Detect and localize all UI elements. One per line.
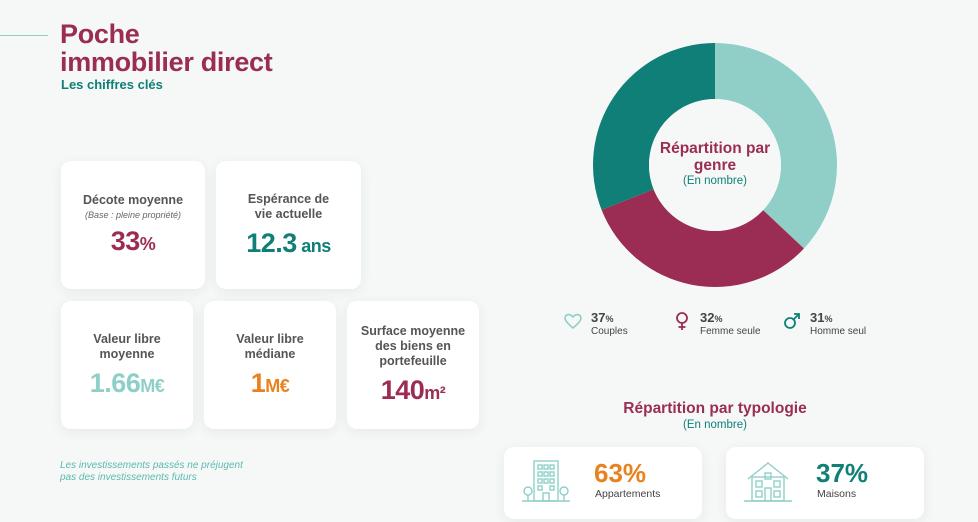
disclaimer: Les investissements passés ne préjugent …	[60, 460, 243, 483]
kpi-value: 33%	[111, 226, 156, 257]
kpi-note: (Base : pleine propriété)	[84, 210, 182, 220]
donut-slice-couples	[715, 43, 837, 249]
donut-hole	[649, 99, 781, 231]
typology-subtitle: (En nombre)	[683, 419, 747, 431]
legend-label: Couples	[591, 326, 628, 337]
legend-item-couples: 37% Couples	[563, 311, 628, 338]
kpi-label-line1: Espérance de	[247, 191, 330, 206]
legend-value: 32	[700, 310, 715, 325]
legend-pct-sign: %	[824, 314, 833, 324]
legend-pct: 31%	[810, 311, 866, 326]
kpi-number: 12.3	[246, 227, 297, 258]
typology-label: Maisons	[817, 488, 857, 500]
kpi-label-line2: des biens en	[375, 339, 451, 353]
kpi-label-line2: médiane	[244, 346, 296, 361]
typology-card-houses: 37% Maisons	[726, 447, 924, 519]
kpi-value: 1.66M€	[90, 368, 165, 399]
kpi-unit: ans	[296, 235, 331, 256]
kpi-label: Décote moyenne	[82, 193, 184, 207]
kpi-number: 33	[110, 226, 141, 256]
legend-label: Femme seule	[700, 326, 761, 337]
kpi-card-decote: Décote moyenne (Base : pleine propriété)…	[61, 161, 205, 289]
donut-slice-femme-seule	[601, 189, 804, 287]
kpi-number: 1.66	[89, 367, 141, 398]
page-title: Poche immobilier direct	[60, 19, 273, 77]
kpi-unit: m²	[424, 383, 446, 403]
legend-pct: 32%	[700, 311, 761, 326]
typology-card-apartments: 63% Appartements	[504, 447, 702, 519]
kpi-card-valeur-moyenne: Valeur libre moyenne 1.66M€	[61, 301, 193, 429]
gender-donut-chart: Répartition par genre (En nombre)	[592, 42, 838, 288]
donut-center-label: Répartition par genre (En nombre)	[652, 140, 778, 187]
legend-item-femme: 32% Femme seule	[672, 311, 761, 338]
kpi-number: 1	[250, 367, 266, 398]
kpi-card-esperance: Espérance de vie actuelle 12.3 ans	[216, 161, 361, 289]
kpi-value: 1M€	[251, 368, 290, 399]
typology-pct: 37%	[816, 458, 869, 488]
house-icon	[744, 462, 792, 502]
female-symbol-icon	[676, 312, 688, 330]
heart-icon	[564, 313, 582, 330]
kpi-card-valeur-mediane: Valeur libre médiane 1M€	[204, 301, 336, 429]
legend-label: Homme seul	[810, 326, 867, 337]
legend-item-homme: 31% Homme seul	[782, 311, 866, 338]
kpi-number: 140	[380, 375, 425, 405]
kpi-value: 12.3 ans	[246, 228, 331, 259]
legend-pct-sign: %	[605, 314, 614, 324]
legend-pct-sign: %	[714, 314, 723, 324]
donut-title: Répartition par genre	[659, 140, 771, 174]
title-line-1: Poche	[60, 19, 140, 49]
kpi-label-line1: Valeur libre	[93, 331, 161, 346]
decorative-line	[0, 35, 48, 36]
donut-slice-homme-seul	[593, 43, 715, 210]
typology-pct: 63%	[594, 458, 647, 488]
kpi-label-line2: moyenne	[99, 346, 155, 361]
typology-title: Répartition par typologie	[623, 400, 807, 417]
kpi-unit: M€	[265, 375, 290, 396]
male-symbol-icon	[784, 313, 800, 329]
donut-svg	[593, 43, 837, 287]
legend-pct: 37%	[591, 311, 628, 326]
typology-label: Appartements	[595, 488, 661, 500]
apartment-building-icon	[522, 460, 570, 502]
kpi-value: 140m²	[381, 375, 446, 406]
kpi-label-line3: portefeuille	[379, 354, 447, 368]
page-subtitle: Les chiffres clés	[61, 77, 163, 92]
donut-subtitle: (En nombre)	[683, 175, 747, 187]
kpi-label-line1: Surface moyenne	[360, 324, 466, 338]
legend-value: 31	[810, 310, 825, 325]
kpi-label-line1: Valeur libre	[236, 331, 304, 346]
kpi-card-surface: Surface moyenne des biens en portefeuill…	[347, 301, 479, 429]
legend-value: 37	[591, 310, 606, 325]
title-line-2: immobilier direct	[60, 47, 273, 77]
kpi-unit: M€	[140, 375, 165, 396]
kpi-unit: %	[139, 234, 156, 254]
kpi-label-line2: vie actuelle	[254, 206, 323, 221]
